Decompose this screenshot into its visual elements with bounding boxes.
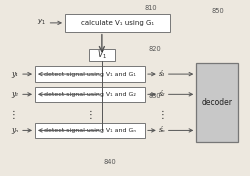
Text: 850: 850 <box>211 8 224 14</box>
Text: ⋮: ⋮ <box>85 110 95 120</box>
Text: detect signal using V₁ and G₂: detect signal using V₁ and G₂ <box>44 92 136 97</box>
Bar <box>89 49 115 61</box>
Bar <box>35 66 145 82</box>
Bar <box>65 14 170 32</box>
Text: ś₂: ś₂ <box>159 90 166 98</box>
Text: y₂: y₂ <box>11 90 18 98</box>
Text: ⋮: ⋮ <box>9 110 18 120</box>
Text: $y_1$: $y_1$ <box>37 18 46 27</box>
Text: calculate V₁ using G₁: calculate V₁ using G₁ <box>81 20 154 26</box>
Text: śₙ: śₙ <box>159 126 166 134</box>
Text: 840: 840 <box>104 159 117 165</box>
Text: ś₁: ś₁ <box>159 70 166 78</box>
Text: ⋮: ⋮ <box>158 110 168 120</box>
Text: y₁: y₁ <box>11 70 18 78</box>
Text: 830: 830 <box>149 93 161 99</box>
Text: 820: 820 <box>148 46 162 52</box>
Text: $V_1$: $V_1$ <box>97 49 107 61</box>
Text: detect signal using V₁ and G₁: detect signal using V₁ and G₁ <box>44 72 136 77</box>
Bar <box>196 63 237 142</box>
Text: yₙ: yₙ <box>11 126 18 134</box>
Bar <box>35 87 145 102</box>
Bar <box>35 123 145 138</box>
Text: 810: 810 <box>145 5 158 11</box>
Text: decoder: decoder <box>202 98 232 107</box>
Text: detect signal using V₁ and Gₙ: detect signal using V₁ and Gₙ <box>44 128 136 133</box>
